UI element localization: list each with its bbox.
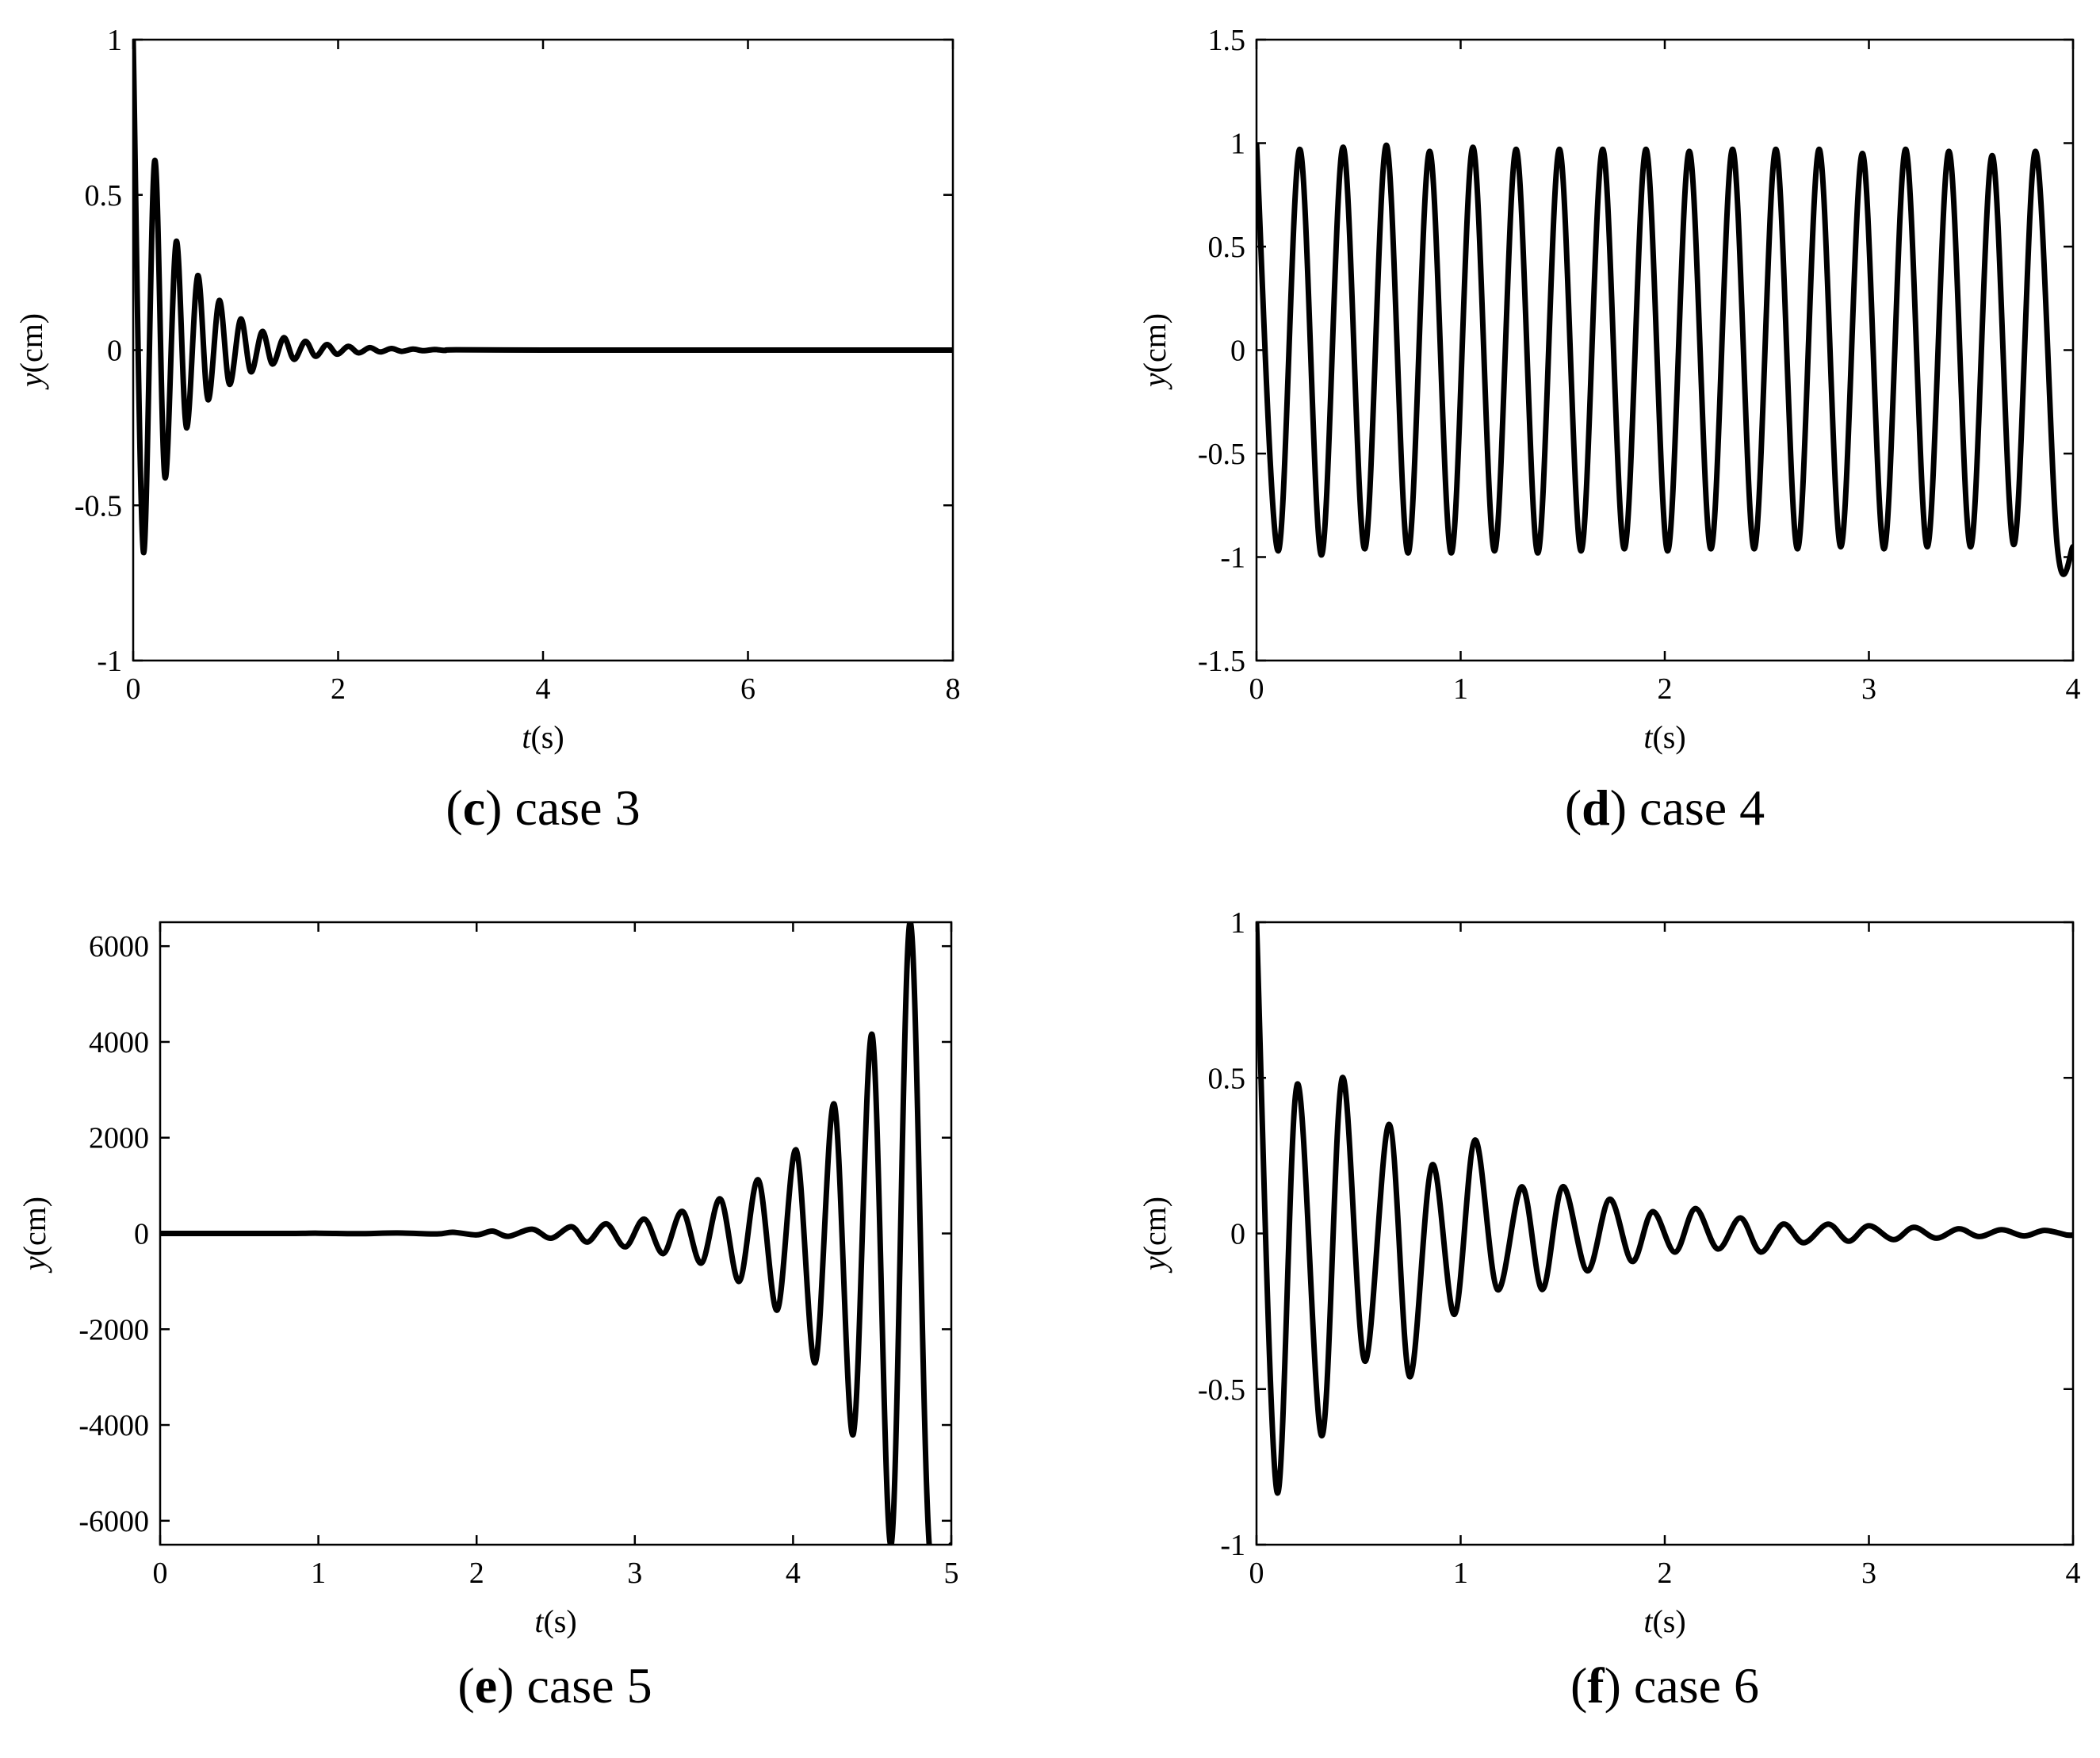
y-tick-label: 4000 [89, 1026, 149, 1059]
y-tick-label: 0 [1230, 1218, 1245, 1251]
y-tick-label: 1 [1230, 906, 1245, 940]
x-tick-label: 0 [1249, 672, 1264, 706]
chart-panel-d: 0 1 2 3 4 -1.5 -1 -0.5 0 0.5 1 1.5 t(s) y(cm) (d) case… [1137, 24, 2081, 836]
x-tick-label: 2 [1658, 1557, 1673, 1590]
x-tick-label: 0 [126, 672, 141, 706]
x-tick-label: 5 [944, 1557, 959, 1590]
x-tick-label: 4 [2066, 672, 2081, 706]
y-tick-label: -0.5 [1198, 1373, 1245, 1407]
x-tick-label: 6 [740, 672, 755, 706]
panel-caption: (f) case 6 [1570, 1657, 1759, 1714]
y-tick-label: 0.5 [1208, 1062, 1246, 1095]
y-tick-label: 6000 [89, 930, 149, 963]
x-tick-label: 8 [946, 672, 961, 706]
series-line-e [160, 922, 951, 1545]
y-tick-label: 0.5 [85, 179, 123, 213]
y-tick-label: -1 [97, 645, 122, 678]
y-axis-label: y(cm) [17, 1197, 52, 1273]
x-tick-label: 0 [153, 1557, 168, 1590]
y-tick-label: 1.5 [1208, 24, 1246, 57]
series-line-c [133, 40, 953, 555]
y-tick-label: 0 [107, 335, 122, 368]
x-tick-label: 4 [786, 1557, 801, 1590]
y-tick-label: -1 [1220, 1529, 1245, 1562]
x-axis-label: t(s) [1643, 1603, 1685, 1639]
x-tick-label: 1 [1453, 672, 1468, 706]
x-tick-label: 2 [469, 1557, 484, 1590]
y-tick-label: -1.5 [1198, 645, 1245, 678]
chart-panel-f: 0 1 2 3 4 -1 -0.5 0 0.5 1 t(s) y(cm) (f) case 6 [1137, 906, 2081, 1714]
y-axis-label: y(cm) [13, 313, 49, 390]
y-tick-label: -4000 [78, 1409, 149, 1442]
y-tick-label: 0 [1230, 335, 1245, 368]
x-axis-label: t(s) [1643, 719, 1685, 755]
y-tick-label: -1 [1220, 542, 1245, 575]
x-tick-label: 3 [627, 1557, 642, 1590]
series-line-f [1257, 922, 2073, 1496]
chart-panel-e: 0 1 2 3 4 5 -6000 -4000 -2000 0 2000 4000 6000 t(s) y(… [17, 921, 959, 1714]
x-tick-label: 3 [1861, 672, 1876, 706]
y-tick-label: 1 [107, 24, 122, 57]
y-tick-label: -6000 [78, 1505, 149, 1538]
x-tick-label: 4 [2066, 1557, 2081, 1590]
x-axis-label: t(s) [522, 719, 564, 755]
y-tick-label: 2000 [89, 1122, 149, 1155]
panel-caption: (d) case 4 [1565, 779, 1765, 836]
series-line-d [1257, 142, 2073, 577]
x-tick-label: 0 [1249, 1557, 1264, 1590]
y-axis-label: y(cm) [1137, 313, 1172, 390]
x-tick-label: 4 [536, 672, 551, 706]
x-tick-label: 3 [1861, 1557, 1876, 1590]
panel-caption: (c) case 3 [446, 779, 640, 836]
x-tick-label: 1 [1453, 1557, 1468, 1590]
y-tick-label: -2000 [78, 1313, 149, 1346]
y-tick-label: -0.5 [1198, 438, 1245, 471]
y-tick-label: -0.5 [75, 489, 122, 523]
y-tick-label: 0 [134, 1218, 149, 1251]
y-axis-label: y(cm) [1137, 1197, 1172, 1273]
y-tick-label: 0.5 [1208, 231, 1246, 264]
chart-panel-c: 0 2 4 6 8 -1 -0.5 0 0.5 1 t(s) y(cm) (c) case 3 [13, 24, 961, 836]
x-tick-label: 1 [311, 1557, 326, 1590]
y-tick-label: 1 [1230, 128, 1245, 161]
panel-caption: (e) case 5 [457, 1657, 652, 1714]
x-tick-label: 2 [1658, 672, 1673, 706]
x-axis-label: t(s) [534, 1603, 576, 1639]
x-tick-label: 2 [331, 672, 346, 706]
